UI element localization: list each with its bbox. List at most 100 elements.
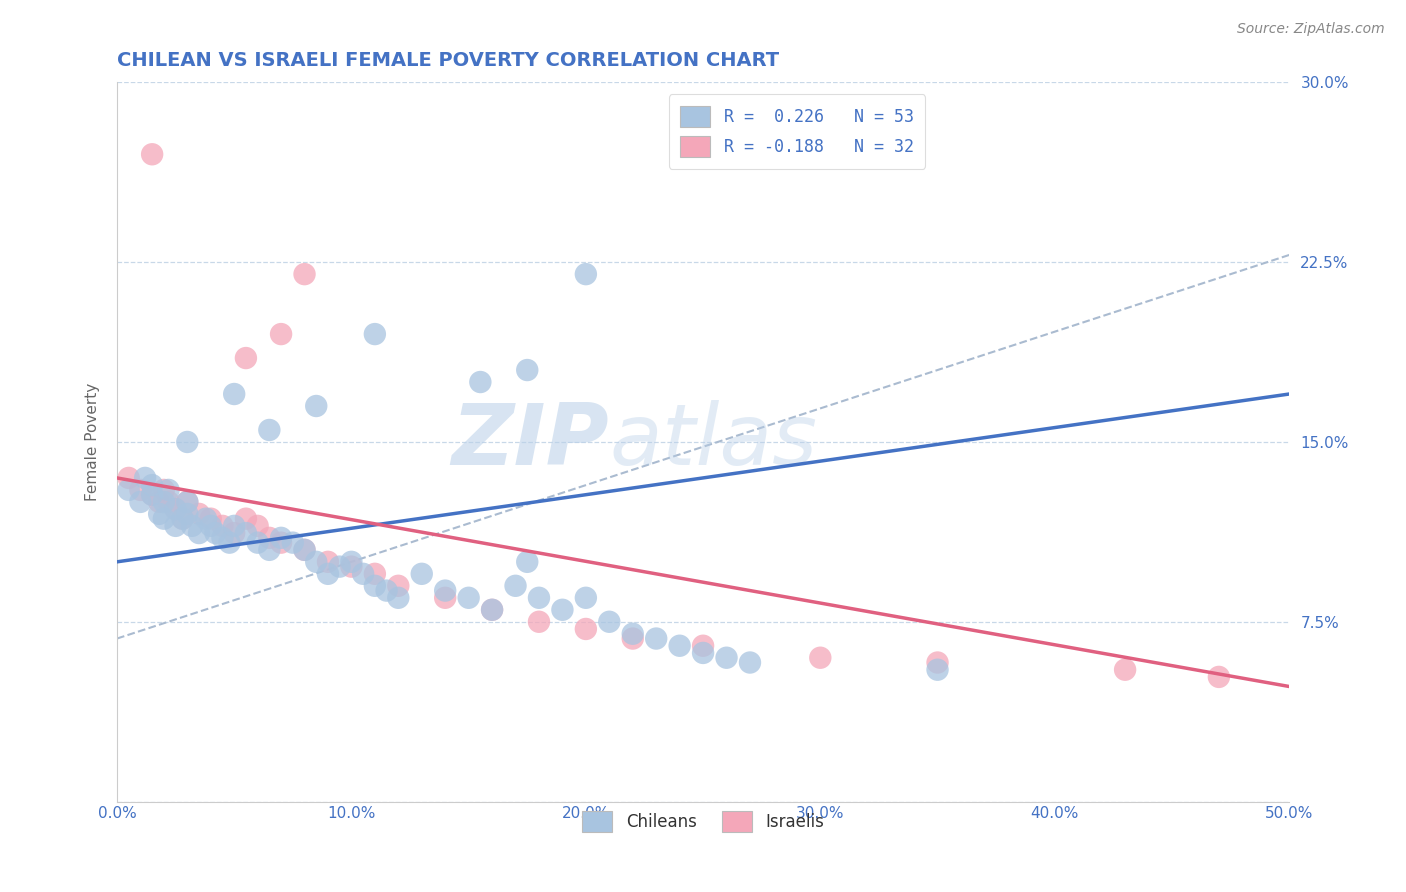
Point xyxy=(692,646,714,660)
Point xyxy=(129,483,152,497)
Point xyxy=(738,656,761,670)
Point xyxy=(118,471,141,485)
Point xyxy=(200,511,222,525)
Point xyxy=(1208,670,1230,684)
Point xyxy=(481,603,503,617)
Point xyxy=(246,535,269,549)
Point xyxy=(316,555,339,569)
Point xyxy=(387,591,409,605)
Point xyxy=(387,579,409,593)
Point xyxy=(188,526,211,541)
Point xyxy=(364,327,387,342)
Point xyxy=(235,351,257,365)
Point xyxy=(692,639,714,653)
Point xyxy=(316,566,339,581)
Point xyxy=(157,495,180,509)
Point xyxy=(172,511,194,525)
Point xyxy=(165,519,187,533)
Point xyxy=(411,566,433,581)
Point xyxy=(808,650,831,665)
Point xyxy=(270,327,292,342)
Point xyxy=(235,511,257,525)
Point xyxy=(148,507,170,521)
Point xyxy=(259,542,281,557)
Point xyxy=(141,488,163,502)
Point xyxy=(551,603,574,617)
Point xyxy=(481,603,503,617)
Point xyxy=(927,663,949,677)
Point xyxy=(141,488,163,502)
Point xyxy=(176,495,198,509)
Point xyxy=(645,632,668,646)
Point xyxy=(294,542,316,557)
Point xyxy=(364,579,387,593)
Point xyxy=(621,626,644,640)
Point xyxy=(375,583,398,598)
Point xyxy=(176,495,198,509)
Y-axis label: Female Poverty: Female Poverty xyxy=(86,383,100,501)
Point xyxy=(176,507,198,521)
Point xyxy=(294,267,316,281)
Point xyxy=(141,147,163,161)
Point xyxy=(575,591,598,605)
Point xyxy=(305,555,328,569)
Point xyxy=(927,656,949,670)
Point xyxy=(165,502,187,516)
Point xyxy=(434,583,457,598)
Point xyxy=(165,502,187,516)
Point xyxy=(505,579,527,593)
Legend: Chileans, Israelis: Chileans, Israelis xyxy=(571,799,835,844)
Point xyxy=(195,511,218,525)
Point xyxy=(188,507,211,521)
Text: Source: ZipAtlas.com: Source: ZipAtlas.com xyxy=(1237,22,1385,37)
Point xyxy=(235,526,257,541)
Point xyxy=(224,387,246,401)
Point xyxy=(211,531,233,545)
Point xyxy=(575,622,598,636)
Point xyxy=(305,399,328,413)
Point xyxy=(270,531,292,545)
Point xyxy=(157,483,180,497)
Point xyxy=(340,559,363,574)
Point xyxy=(129,495,152,509)
Point xyxy=(148,495,170,509)
Text: CHILEAN VS ISRAELI FEMALE POVERTY CORRELATION CHART: CHILEAN VS ISRAELI FEMALE POVERTY CORREL… xyxy=(117,51,779,70)
Point xyxy=(181,519,204,533)
Point xyxy=(153,483,176,497)
Point xyxy=(527,615,550,629)
Point xyxy=(340,555,363,569)
Point xyxy=(259,423,281,437)
Point xyxy=(153,511,176,525)
Point xyxy=(352,566,374,581)
Point xyxy=(172,511,194,525)
Point xyxy=(364,566,387,581)
Point xyxy=(329,559,352,574)
Text: ZIP: ZIP xyxy=(451,401,609,483)
Point xyxy=(668,639,690,653)
Point xyxy=(134,471,156,485)
Point xyxy=(598,615,620,629)
Point xyxy=(527,591,550,605)
Point xyxy=(211,519,233,533)
Point xyxy=(575,267,598,281)
Point xyxy=(1114,663,1136,677)
Point xyxy=(470,375,492,389)
Point xyxy=(224,526,246,541)
Point xyxy=(204,526,226,541)
Point xyxy=(621,632,644,646)
Point xyxy=(224,519,246,533)
Point xyxy=(281,535,304,549)
Point xyxy=(516,555,538,569)
Point xyxy=(141,478,163,492)
Point xyxy=(294,542,316,557)
Point xyxy=(218,535,240,549)
Point xyxy=(246,519,269,533)
Point xyxy=(270,535,292,549)
Point xyxy=(516,363,538,377)
Point xyxy=(716,650,738,665)
Point xyxy=(118,483,141,497)
Point xyxy=(153,495,176,509)
Point xyxy=(200,519,222,533)
Point xyxy=(434,591,457,605)
Text: atlas: atlas xyxy=(609,401,817,483)
